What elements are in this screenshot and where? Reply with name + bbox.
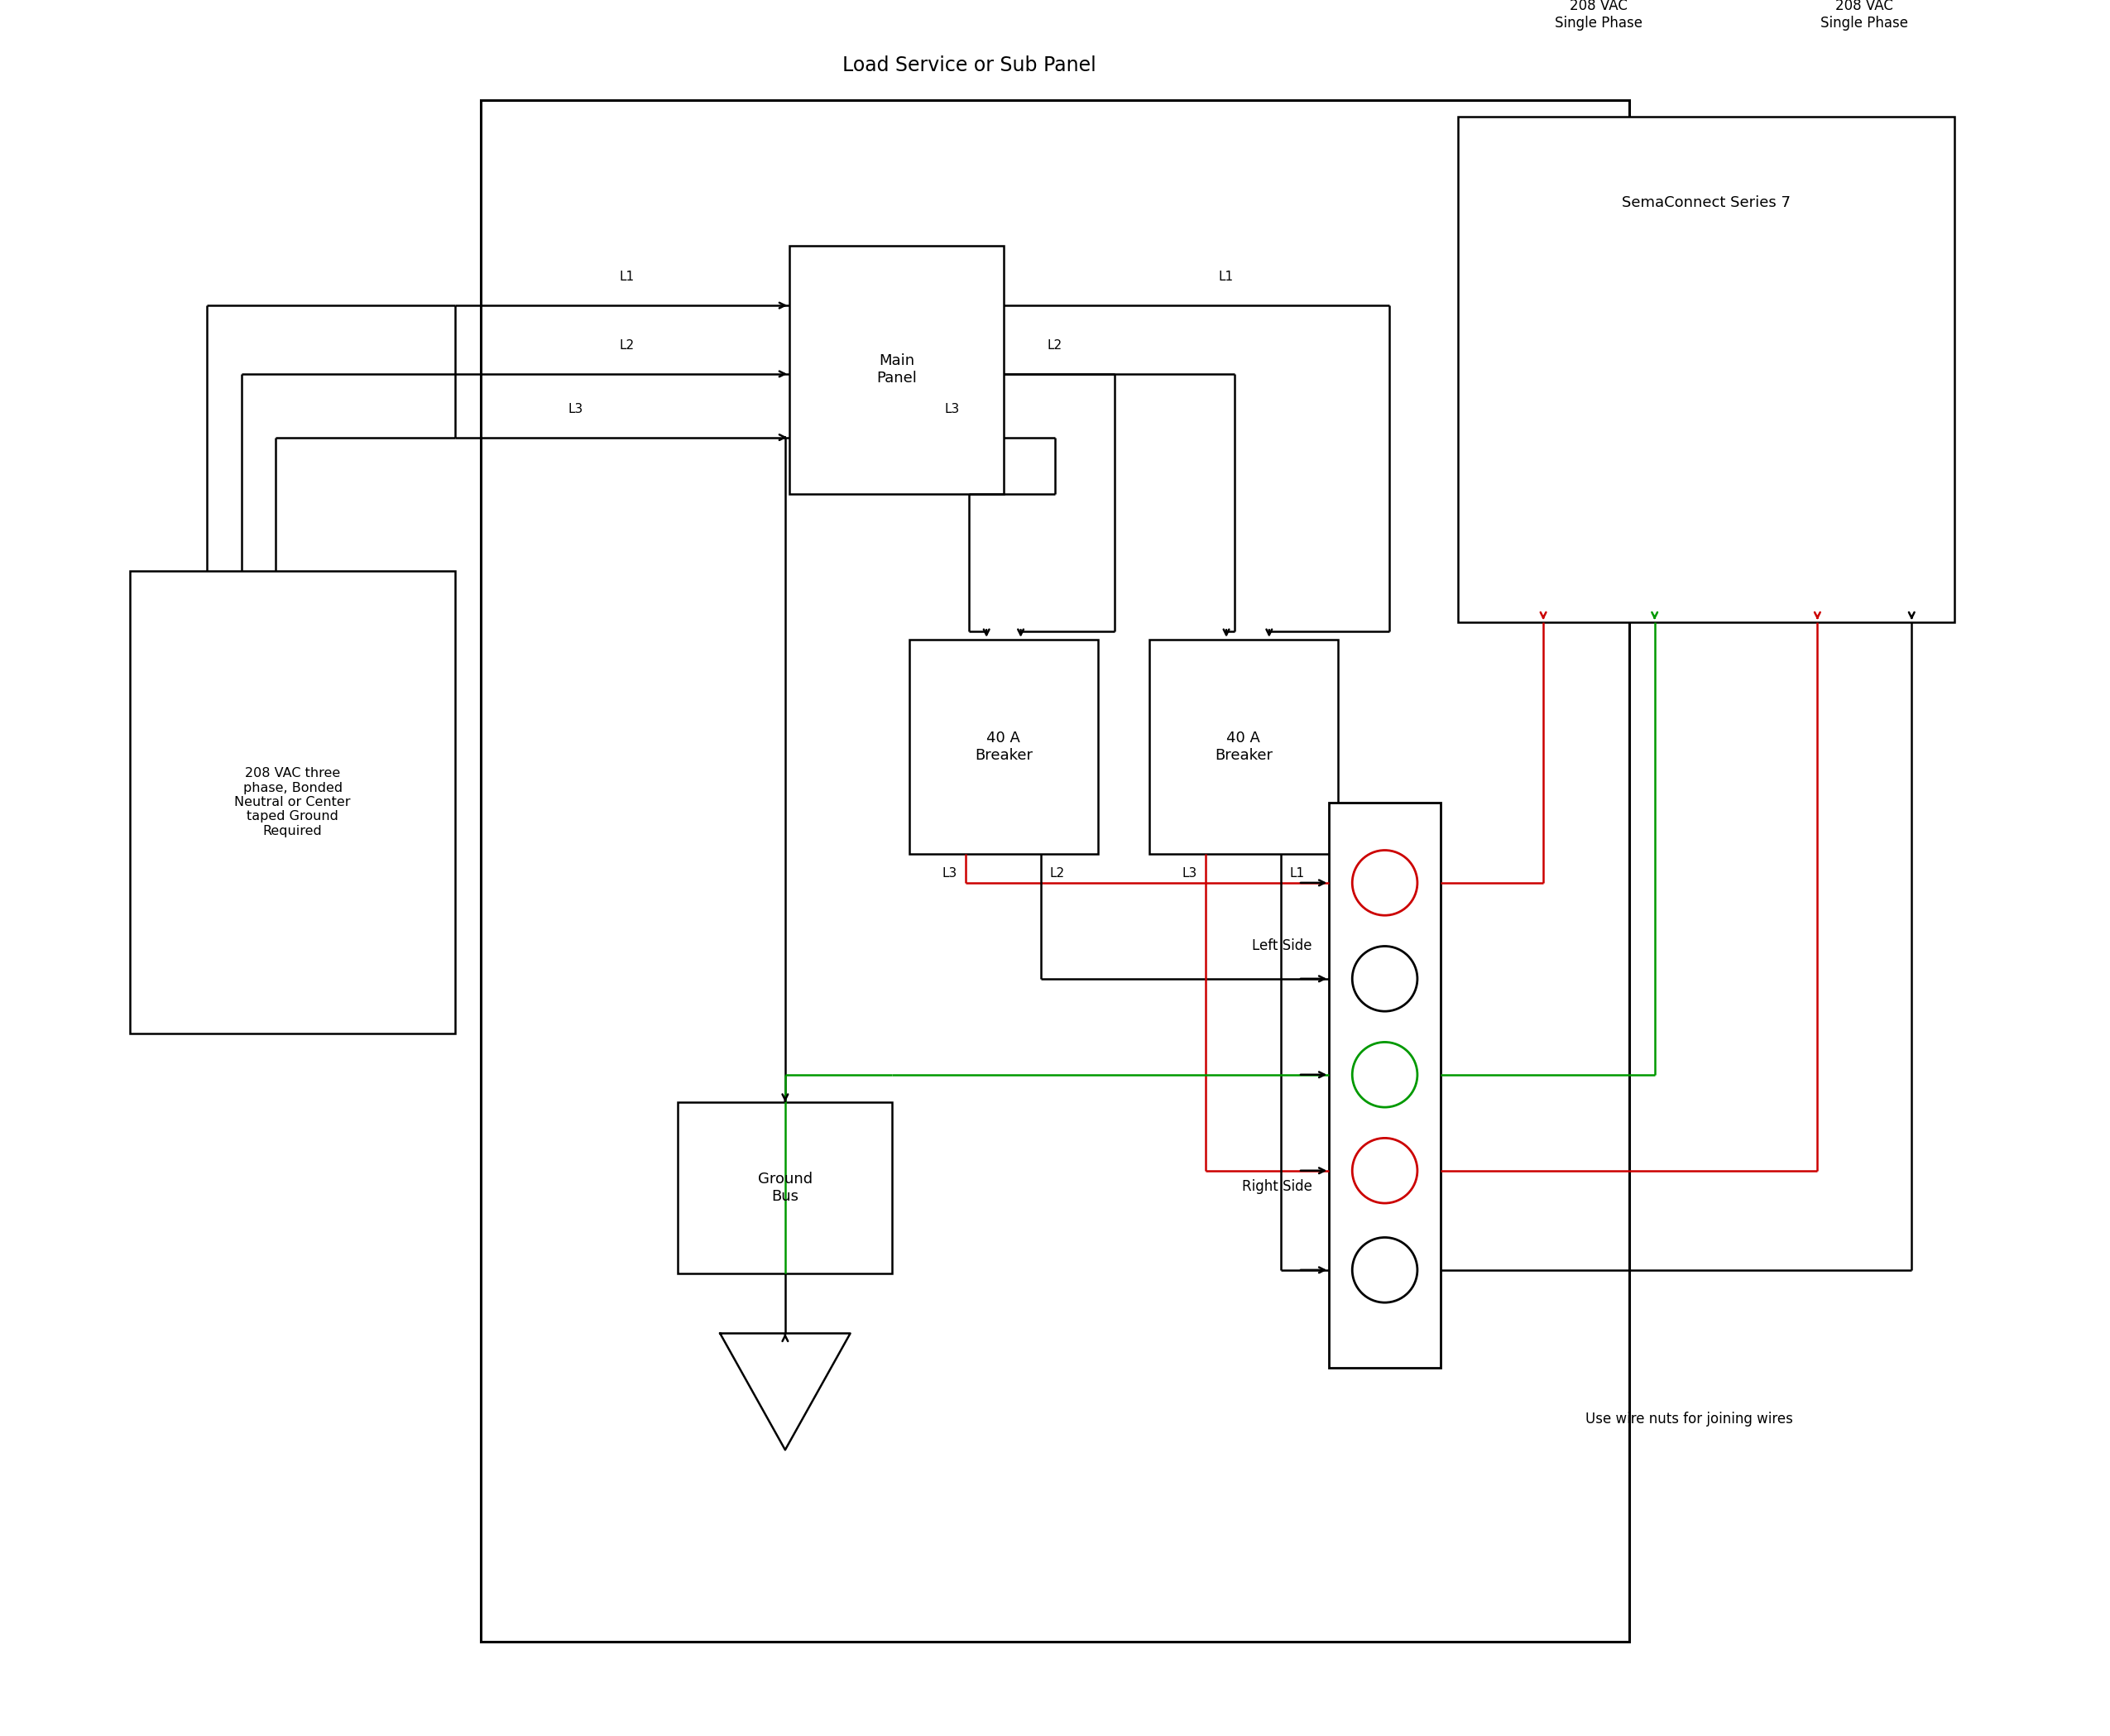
Text: SemaConnect Series 7: SemaConnect Series 7 — [1623, 194, 1791, 210]
Text: 40 A
Breaker: 40 A Breaker — [975, 731, 1032, 762]
Text: L3: L3 — [1182, 868, 1196, 880]
Circle shape — [1353, 1139, 1418, 1203]
Text: L3: L3 — [945, 403, 960, 415]
Text: 208 VAC
Single Phase: 208 VAC Single Phase — [1555, 0, 1644, 30]
Text: Load Service or Sub Panel: Load Service or Sub Panel — [842, 56, 1097, 75]
Bar — [1150, 639, 1338, 854]
Bar — [789, 245, 1004, 493]
Text: 208 VAC three
phase, Bonded
Neutral or Center
taped Ground
Required: 208 VAC three phase, Bonded Neutral or C… — [234, 767, 350, 837]
Text: 40 A
Breaker: 40 A Breaker — [1215, 731, 1272, 762]
Text: L3: L3 — [568, 403, 582, 415]
Text: L2: L2 — [1051, 868, 1066, 880]
Text: L1: L1 — [1220, 271, 1234, 283]
Text: Ground
Bus: Ground Bus — [757, 1172, 812, 1203]
Text: Main
Panel: Main Panel — [876, 354, 916, 385]
Circle shape — [1353, 1042, 1418, 1108]
Bar — [1458, 116, 1954, 623]
Bar — [1329, 802, 1441, 1368]
Text: L3: L3 — [943, 868, 958, 880]
Bar — [481, 101, 1629, 1642]
Text: 208 VAC
Single Phase: 208 VAC Single Phase — [1821, 0, 1907, 30]
Text: L1: L1 — [618, 271, 635, 283]
Circle shape — [1353, 851, 1418, 915]
Bar — [677, 1102, 893, 1274]
Text: L2: L2 — [618, 339, 635, 352]
Circle shape — [1353, 1238, 1418, 1302]
Text: L1: L1 — [1289, 868, 1304, 880]
Text: Left Side: Left Side — [1251, 937, 1312, 953]
Text: L2: L2 — [1047, 339, 1063, 352]
Bar — [131, 571, 456, 1033]
Text: Right Side: Right Side — [1243, 1179, 1312, 1194]
Circle shape — [1353, 946, 1418, 1012]
Text: Use wire nuts for joining wires: Use wire nuts for joining wires — [1585, 1411, 1793, 1427]
Bar — [909, 639, 1097, 854]
